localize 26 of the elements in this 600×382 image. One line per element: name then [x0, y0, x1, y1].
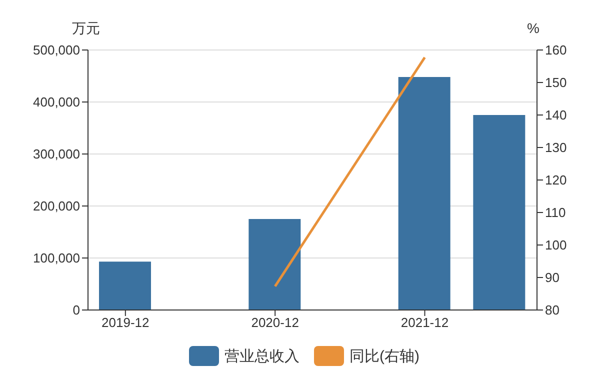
y2-axis-title: % [527, 20, 540, 36]
y-axis-title: 万元 [72, 20, 100, 38]
y2-tick-label: 90 [545, 270, 560, 286]
y2-tick-label: 140 [545, 108, 567, 123]
y2-tick-label: 150 [545, 75, 567, 90]
y-tick-label: 500,000 [33, 42, 80, 58]
bar [248, 219, 301, 310]
y2-tick-label: 160 [545, 42, 567, 58]
bar [473, 115, 526, 310]
y-tick-label: 300,000 [33, 146, 80, 162]
y-tick-label: 400,000 [33, 94, 80, 110]
y-tick-label: 200,000 [33, 198, 80, 214]
x-tick-label: 2021-12 [400, 315, 449, 330]
x-tick-label: 2020-12 [251, 315, 299, 330]
legend-label: 营业总收入 [224, 346, 300, 366]
x-tick-label: 2019-12 [102, 315, 150, 330]
bar [99, 262, 151, 310]
y2-tick-label: 120 [545, 172, 567, 188]
y2-tick-label: 130 [545, 140, 567, 156]
y2-tick-label: 100 [545, 238, 567, 253]
legend-label: 同比(右轴) [350, 346, 420, 366]
y2-tick-label: 80 [545, 302, 560, 318]
y2-tick-label: 110 [545, 205, 566, 220]
y-tick-label: 100,000 [33, 250, 80, 266]
y-tick-label: 0 [72, 302, 80, 318]
bar [398, 77, 450, 310]
